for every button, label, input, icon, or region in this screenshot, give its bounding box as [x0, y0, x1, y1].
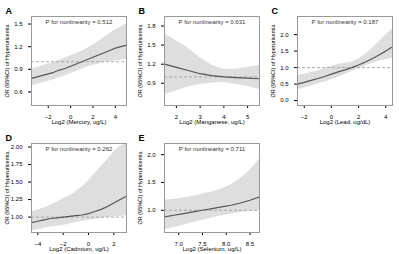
svg-text:A: A: [6, 6, 13, 16]
svg-text:2: 2: [112, 241, 116, 247]
svg-text:Log2 (Lead, ug/dL): Log2 (Lead, ug/dL): [320, 119, 371, 125]
svg-text:1.5: 1.5: [147, 42, 156, 48]
svg-text:P for nonlinearity = 0.631: P for nonlinearity = 0.631: [179, 19, 246, 25]
svg-text:C: C: [272, 6, 279, 16]
svg-text:1.2: 1.2: [14, 44, 23, 50]
svg-text:5: 5: [246, 114, 250, 120]
svg-text:2.00: 2.00: [11, 144, 23, 150]
svg-text:1.25: 1.25: [11, 196, 23, 202]
svg-text:P for nonlinearity = 0.711: P for nonlinearity = 0.711: [179, 146, 246, 152]
svg-text:1.0: 1.0: [280, 65, 289, 71]
svg-text:2: 2: [175, 114, 179, 120]
svg-text:D: D: [6, 133, 13, 143]
svg-text:1.8: 1.8: [147, 23, 156, 29]
svg-text:OR (95%CI) of Hyperuricemia: OR (95%CI) of Hyperuricemia: [137, 151, 143, 225]
svg-text:2.0: 2.0: [280, 32, 289, 38]
svg-text:Log2 (Selenium, ug/L): Log2 (Selenium, ug/L): [182, 246, 241, 252]
svg-text:2: 2: [356, 113, 361, 120]
svg-text:0.5: 0.5: [280, 81, 289, 87]
svg-text:1.50: 1.50: [11, 179, 23, 185]
svg-text:1.5: 1.5: [280, 48, 289, 54]
svg-text:0.6: 0.6: [14, 89, 23, 95]
svg-text:Log2 (Cadmium, ug/L): Log2 (Cadmium, ug/L): [49, 246, 109, 252]
svg-text:B: B: [139, 6, 146, 16]
svg-text:1.5: 1.5: [14, 21, 23, 27]
svg-text:P for nonlinearity = 0.512: P for nonlinearity = 0.512: [46, 19, 113, 25]
svg-text:P for nonlinearity = 0.262: P for nonlinearity = 0.262: [46, 146, 113, 152]
svg-text:−2: −2: [59, 240, 67, 247]
svg-text:OR (95%CI) of Hyperuricemia: OR (95%CI) of Hyperuricemia: [4, 24, 10, 98]
svg-text:7.5: 7.5: [198, 240, 207, 247]
svg-text:OR (95%CI) of Hyperuricemia: OR (95%CI) of Hyperuricemia: [270, 24, 276, 98]
svg-text:8.5: 8.5: [246, 241, 255, 247]
svg-text:4: 4: [114, 114, 118, 120]
svg-text:OR (95%CI) of Hyperuricemia: OR (95%CI) of Hyperuricemia: [137, 24, 143, 98]
svg-text:8.0: 8.0: [222, 240, 231, 247]
svg-text:0.9: 0.9: [147, 80, 156, 86]
svg-text:P for nonlinearity = 0.187: P for nonlinearity = 0.187: [312, 19, 379, 25]
svg-text:−2: −2: [301, 114, 309, 120]
svg-text:1.2: 1.2: [147, 61, 156, 67]
svg-text:1.75: 1.75: [11, 161, 23, 167]
svg-text:0.9: 0.9: [14, 66, 23, 72]
svg-text:2: 2: [91, 113, 95, 120]
svg-text:4: 4: [222, 113, 226, 120]
svg-text:1.00: 1.00: [11, 214, 23, 220]
svg-text:2.0: 2.0: [147, 152, 156, 158]
svg-text:7.0: 7.0: [174, 240, 183, 247]
svg-text:4: 4: [384, 114, 388, 120]
svg-text:E: E: [139, 133, 145, 143]
svg-text:1.5: 1.5: [147, 179, 156, 185]
svg-text:OR (95%CI) of Hyperuricemia: OR (95%CI) of Hyperuricemia: [4, 151, 10, 225]
svg-text:3: 3: [198, 113, 202, 120]
svg-text:0: 0: [86, 240, 91, 247]
svg-text:1.0: 1.0: [147, 207, 156, 213]
svg-text:0: 0: [329, 113, 334, 120]
svg-text:−4: −4: [34, 241, 42, 247]
svg-text:Log2 (Manganese, ug/L): Log2 (Manganese, ug/L): [179, 119, 244, 125]
svg-text:0: 0: [68, 113, 73, 120]
svg-text:0.0: 0.0: [280, 97, 289, 103]
svg-text:Log2 (Mercury, ug/L): Log2 (Mercury, ug/L): [51, 119, 106, 125]
svg-text:−2: −2: [44, 113, 52, 120]
